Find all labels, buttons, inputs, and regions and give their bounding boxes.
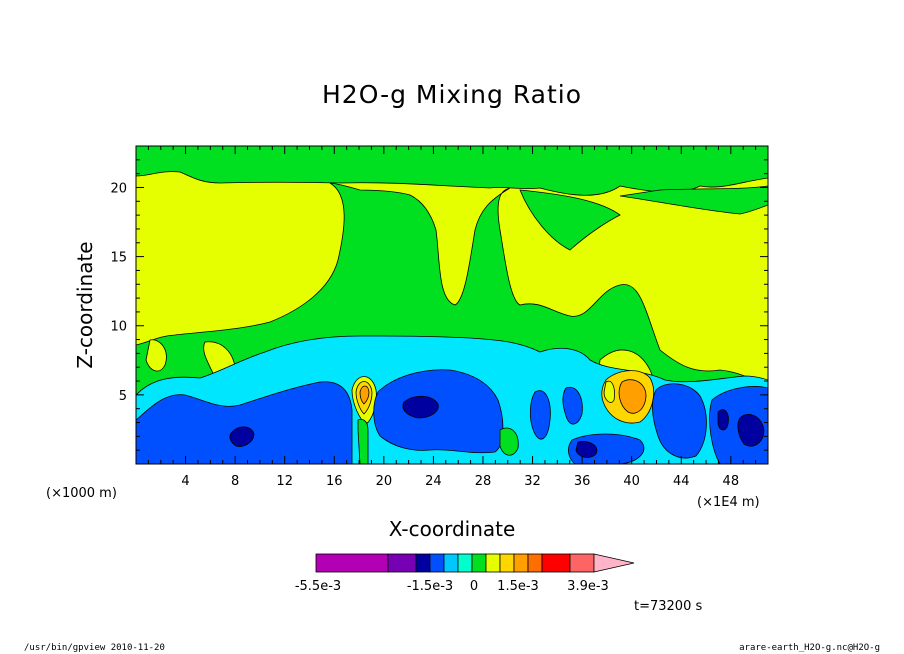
colorbar-label: -5.5e-3: [295, 579, 341, 594]
colorbar-label: 0: [470, 579, 478, 594]
colorbar-segment: [415, 553, 431, 573]
colorbar-segment: [513, 553, 529, 573]
y-tick-label: 15: [110, 251, 127, 266]
time-label: t=73200 s: [634, 599, 702, 614]
colorbar-labels: -5.5e-3 -1.5e-3 0 1.5e-3 3.9e-3: [295, 579, 609, 594]
x-unit-left: (×1000 m): [46, 486, 117, 501]
colorbar: [315, 553, 635, 573]
colorbar-segment: [443, 553, 459, 573]
x-tick-label: 48: [723, 474, 740, 489]
x-axis: 4 8 12 16 20 24 28 32 36 40 44 48: [135, 146, 769, 489]
x-tick-label: 8: [231, 474, 239, 489]
colorbar-segment: [471, 553, 487, 573]
x-tick-label: 4: [181, 474, 189, 489]
contour-field: [136, 146, 768, 464]
x-tick-label: 36: [574, 474, 591, 489]
x-tick-label: 12: [276, 474, 293, 489]
colorbar-segment: [457, 553, 473, 573]
x-tick-label: 24: [425, 474, 442, 489]
colorbar-segment: [527, 553, 543, 573]
colorbar-segment: [387, 553, 417, 573]
footer-right: arare-earth_H2O-g.nc@H2O-g: [739, 643, 880, 653]
colorbar-label: 3.9e-3: [567, 579, 609, 594]
colorbar-label: 1.5e-3: [497, 579, 539, 594]
colorbar-segment: [541, 553, 571, 573]
y-tick-label: 20: [110, 181, 127, 196]
x-tick-label: 44: [673, 474, 690, 489]
colorbar-segment: [485, 553, 501, 573]
y-tick-label: 10: [110, 320, 127, 335]
colorbar-segment: [429, 553, 445, 573]
x-tick-label: 40: [623, 474, 640, 489]
chart-title: H2O-g Mixing Ratio: [322, 80, 582, 109]
x-tick-label: 32: [524, 474, 541, 489]
y-axis: 5 10 15 20: [110, 145, 768, 451]
field-blue: [136, 381, 353, 464]
x-axis-title: X-coordinate: [389, 517, 516, 541]
colorbar-label: -1.5e-3: [407, 579, 453, 594]
colorbar-segment: [569, 553, 595, 573]
y-axis-title: Z-coordinate: [73, 241, 97, 368]
colorbar-arrow: [593, 553, 635, 573]
x-tick-label: 28: [475, 474, 492, 489]
y-tick-label: 5: [119, 389, 127, 404]
x-unit-right: (×1E4 m): [697, 495, 760, 510]
footer-left: /usr/bin/gpview 2010-11-20: [24, 643, 165, 653]
colorbar-segment: [315, 553, 389, 573]
x-tick-label: 20: [376, 474, 393, 489]
colorbar-segment: [499, 553, 515, 573]
plot-frame: [135, 145, 769, 465]
x-tick-label: 16: [326, 474, 343, 489]
